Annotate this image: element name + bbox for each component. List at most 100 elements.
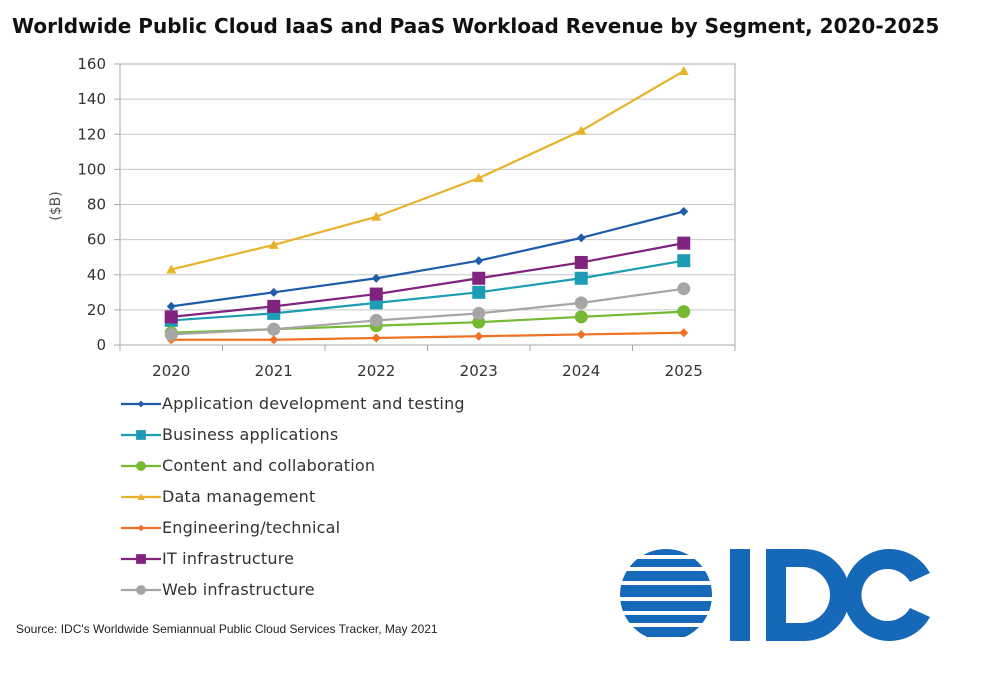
x-tick-label: 2025 (665, 362, 703, 380)
chart-title: Worldwide Public Cloud IaaS and PaaS Wor… (12, 14, 940, 38)
data-point (164, 310, 178, 324)
data-point (166, 264, 177, 274)
y-tick-label: 140 (77, 90, 106, 108)
globe-stripe (620, 549, 712, 555)
globe-stripe (620, 585, 712, 597)
data-point (677, 282, 691, 296)
data-point (472, 271, 486, 285)
legend-swatch (121, 400, 161, 407)
x-tick-label: 2023 (460, 362, 498, 380)
data-point (678, 66, 689, 76)
data-point (137, 400, 145, 407)
x-tick-label: 2021 (255, 362, 293, 380)
x-tick-label: 2022 (357, 362, 395, 380)
x-tick-label: 2020 (152, 362, 190, 380)
data-point (679, 328, 689, 338)
globe-stripe (620, 627, 712, 637)
y-tick-label: 100 (77, 160, 106, 178)
data-point (576, 329, 586, 339)
data-point (267, 299, 281, 313)
data-point (369, 287, 383, 301)
data-point (474, 331, 484, 341)
logo-letters (730, 549, 930, 641)
globe-stripe (620, 615, 712, 623)
data-point (267, 322, 281, 336)
legend-swatch (121, 492, 161, 500)
data-point (677, 236, 691, 250)
y-tick-label: 60 (87, 231, 106, 249)
data-point (136, 460, 146, 471)
y-tick-label: 160 (77, 55, 106, 73)
legend-label: Content and collaboration (162, 456, 376, 475)
legend-swatch (121, 460, 161, 471)
data-point (268, 239, 279, 249)
series-line (171, 287, 684, 336)
y-tick-label: 40 (87, 266, 106, 284)
series-engineering-technical (166, 328, 689, 345)
y-tick-label: 20 (87, 301, 106, 319)
legend-item: Content and collaboration (120, 450, 465, 481)
data-point (472, 285, 486, 299)
globe-stripe (620, 601, 712, 611)
data-point (574, 255, 588, 269)
globe-stripe (620, 571, 712, 581)
globe-icon (620, 549, 712, 637)
data-point (164, 327, 178, 341)
chart-legend: Application development and testing Busin… (120, 388, 465, 605)
data-point (473, 173, 484, 183)
series-line (171, 331, 684, 341)
data-point (576, 125, 587, 135)
legend-label: IT infrastructure (162, 549, 295, 568)
data-point (137, 524, 145, 531)
legend-item: Data management (120, 481, 465, 512)
x-tick-label: 2024 (562, 362, 600, 380)
data-point (574, 310, 588, 324)
legend-label: Web infrastructure (162, 580, 315, 599)
series-it-infrastructure (164, 236, 691, 324)
y-tick-label: 120 (77, 125, 106, 143)
source-note: Source: IDC's Worldwide Semiannual Publi… (16, 622, 438, 636)
data-point (472, 306, 486, 320)
data-point (269, 335, 279, 345)
data-point (136, 584, 146, 595)
idc-logo (620, 549, 930, 641)
data-point (574, 296, 588, 310)
data-point (474, 256, 484, 266)
legend-item: Web infrastructure (120, 574, 465, 605)
data-point (136, 553, 146, 564)
data-point (369, 313, 383, 327)
legend-swatch (121, 553, 161, 564)
legend-swatch (121, 584, 161, 595)
legend-swatch (121, 429, 161, 440)
data-point (371, 333, 381, 343)
data-point (677, 305, 691, 319)
data-point (679, 207, 689, 217)
data-point (137, 492, 145, 500)
data-point (166, 301, 176, 311)
legend-label: Application development and testing (162, 394, 465, 413)
series-line (171, 210, 685, 308)
data-point (677, 254, 691, 268)
series-line (171, 259, 684, 322)
legend-item: Application development and testing (120, 388, 465, 419)
y-axis-label: ($B) (48, 191, 64, 220)
series-web-infrastructure (164, 282, 691, 341)
legend-swatch (121, 524, 161, 531)
data-point (371, 273, 381, 283)
data-point (574, 271, 588, 285)
data-point (576, 233, 586, 243)
series-data-management (166, 66, 689, 274)
data-point (269, 287, 279, 297)
legend-item: Engineering/technical (120, 512, 465, 543)
series-line (170, 70, 685, 271)
y-tick-label: 0 (96, 336, 106, 354)
series-application-development-and-testing (166, 207, 689, 311)
globe-stripe (620, 559, 712, 567)
legend-label: Data management (162, 487, 316, 506)
legend-label: Engineering/technical (162, 518, 341, 537)
data-point (136, 429, 146, 440)
legend-item: IT infrastructure (120, 543, 465, 574)
legend-item: Business applications (120, 419, 465, 450)
data-point (371, 211, 382, 221)
